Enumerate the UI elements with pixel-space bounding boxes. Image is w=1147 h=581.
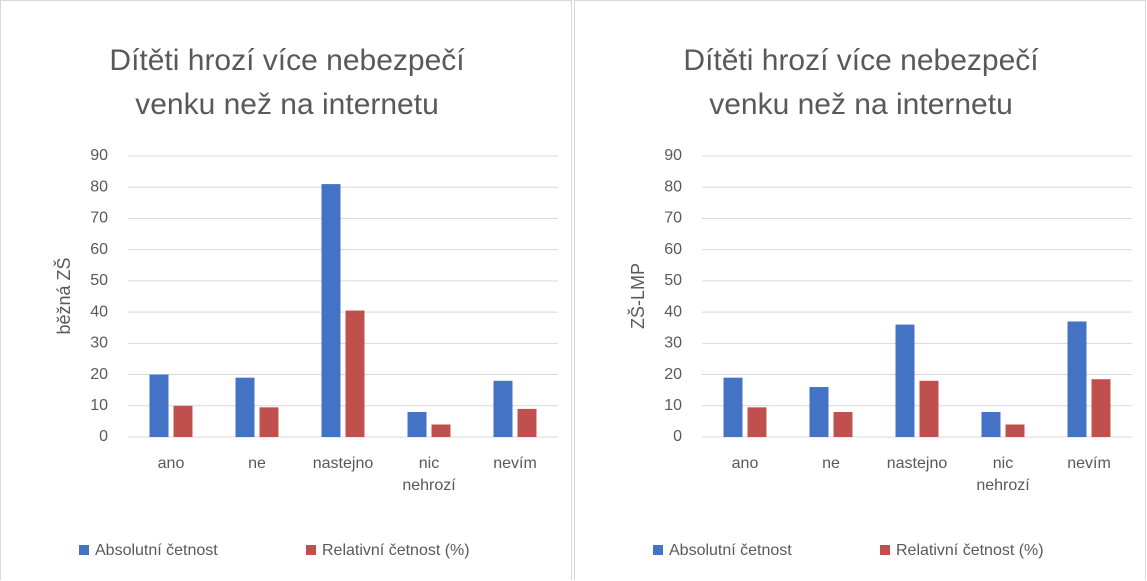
- bar: [1091, 379, 1111, 437]
- x-tick-label: nastejno: [886, 455, 948, 472]
- y-tick-label: 80: [90, 178, 108, 195]
- bar: [345, 310, 365, 437]
- legend-swatch: [306, 545, 316, 555]
- y-tick-label: 0: [99, 428, 108, 445]
- y-tick-label: 70: [664, 210, 682, 227]
- legend-label: Absolutní četnost: [95, 542, 218, 559]
- bar: [431, 424, 451, 437]
- chart-title: Dítěti hrozí více nebezpečí venku než na…: [683, 44, 1039, 121]
- bar: [1067, 321, 1087, 437]
- bar: [981, 412, 1001, 437]
- y-tick-label: 20: [664, 366, 682, 383]
- bar: [809, 387, 829, 437]
- y-tick-label: 30: [664, 335, 682, 352]
- y-tick-label: 0: [673, 428, 682, 445]
- x-tick-label: ne: [822, 455, 840, 472]
- y-tick-label: 90: [90, 147, 108, 164]
- bar: [895, 324, 915, 437]
- x-tick-label: ano: [157, 455, 185, 472]
- chart: 0 10 20 30 40 50 60 70 80 90 ZŠ-LMP: [627, 147, 1132, 445]
- bar: [259, 407, 279, 437]
- y-tick-label: 50: [664, 272, 682, 289]
- bar: [747, 407, 767, 437]
- legend-swatch: [880, 545, 890, 555]
- y-tick-label: 10: [664, 397, 682, 414]
- y-tick-label: 60: [664, 241, 682, 258]
- bar: [1005, 424, 1025, 437]
- chart-panel: 0 10 20 30 40 50 60 70 80 90 běžná ZŠ Dítěti hrozí …: [0, 0, 572, 580]
- bar: [493, 380, 513, 437]
- bar: [149, 374, 169, 437]
- legend-swatch: [653, 545, 663, 555]
- x-tick-label: nic nehrozí: [976, 455, 1030, 494]
- x-tick-label: nastejno: [312, 455, 374, 472]
- y-tick-label: 10: [90, 397, 108, 414]
- legend-label: Relativní četnost (%): [896, 542, 1044, 559]
- legend-item: Relativní četnost (%): [306, 541, 470, 561]
- x-tick-label: ne: [248, 455, 266, 472]
- x-tick-label: nevím: [493, 455, 537, 472]
- y-tick-label: 80: [664, 178, 682, 195]
- legend-label: Relativní četnost (%): [322, 542, 470, 559]
- y-tick-label: 70: [90, 210, 108, 227]
- y-tick-label: 60: [90, 241, 108, 258]
- y-tick-label: 30: [90, 335, 108, 352]
- x-tick-label: ano: [731, 455, 759, 472]
- bar: [723, 377, 743, 437]
- y-axis-label: ZŠ-LMP: [627, 263, 648, 329]
- y-tick-label: 50: [90, 272, 108, 289]
- y-axis-label: běžná ZŠ: [53, 257, 74, 334]
- legend-swatch: [79, 545, 89, 555]
- x-tick-label: nevím: [1067, 455, 1111, 472]
- y-tick-label: 40: [90, 303, 108, 320]
- bar: [919, 380, 939, 437]
- legend-item: Absolutní četnost: [79, 541, 218, 561]
- legend-item: Absolutní četnost: [653, 541, 792, 561]
- y-tick-label: 90: [664, 147, 682, 164]
- y-tick-label: 40: [664, 303, 682, 320]
- legend-item: Relativní četnost (%): [880, 541, 1044, 561]
- x-tick-label: nic nehrozí: [402, 455, 456, 494]
- chart-title: Dítěti hrozí více nebezpečí venku než na…: [109, 44, 465, 121]
- bar: [235, 377, 255, 437]
- y-tick-label: 20: [90, 366, 108, 383]
- bar: [833, 412, 853, 437]
- chart: 0 10 20 30 40 50 60 70 80 90 běžná ZŠ: [53, 147, 558, 445]
- chart-panel: 0 10 20 30 40 50 60 70 80 90 ZŠ-LMP Dítěti hrozí ví…: [574, 0, 1146, 580]
- bar: [321, 184, 341, 437]
- bar: [407, 412, 427, 437]
- bar: [517, 408, 537, 437]
- bar: [173, 405, 193, 437]
- legend-label: Absolutní četnost: [669, 542, 792, 559]
